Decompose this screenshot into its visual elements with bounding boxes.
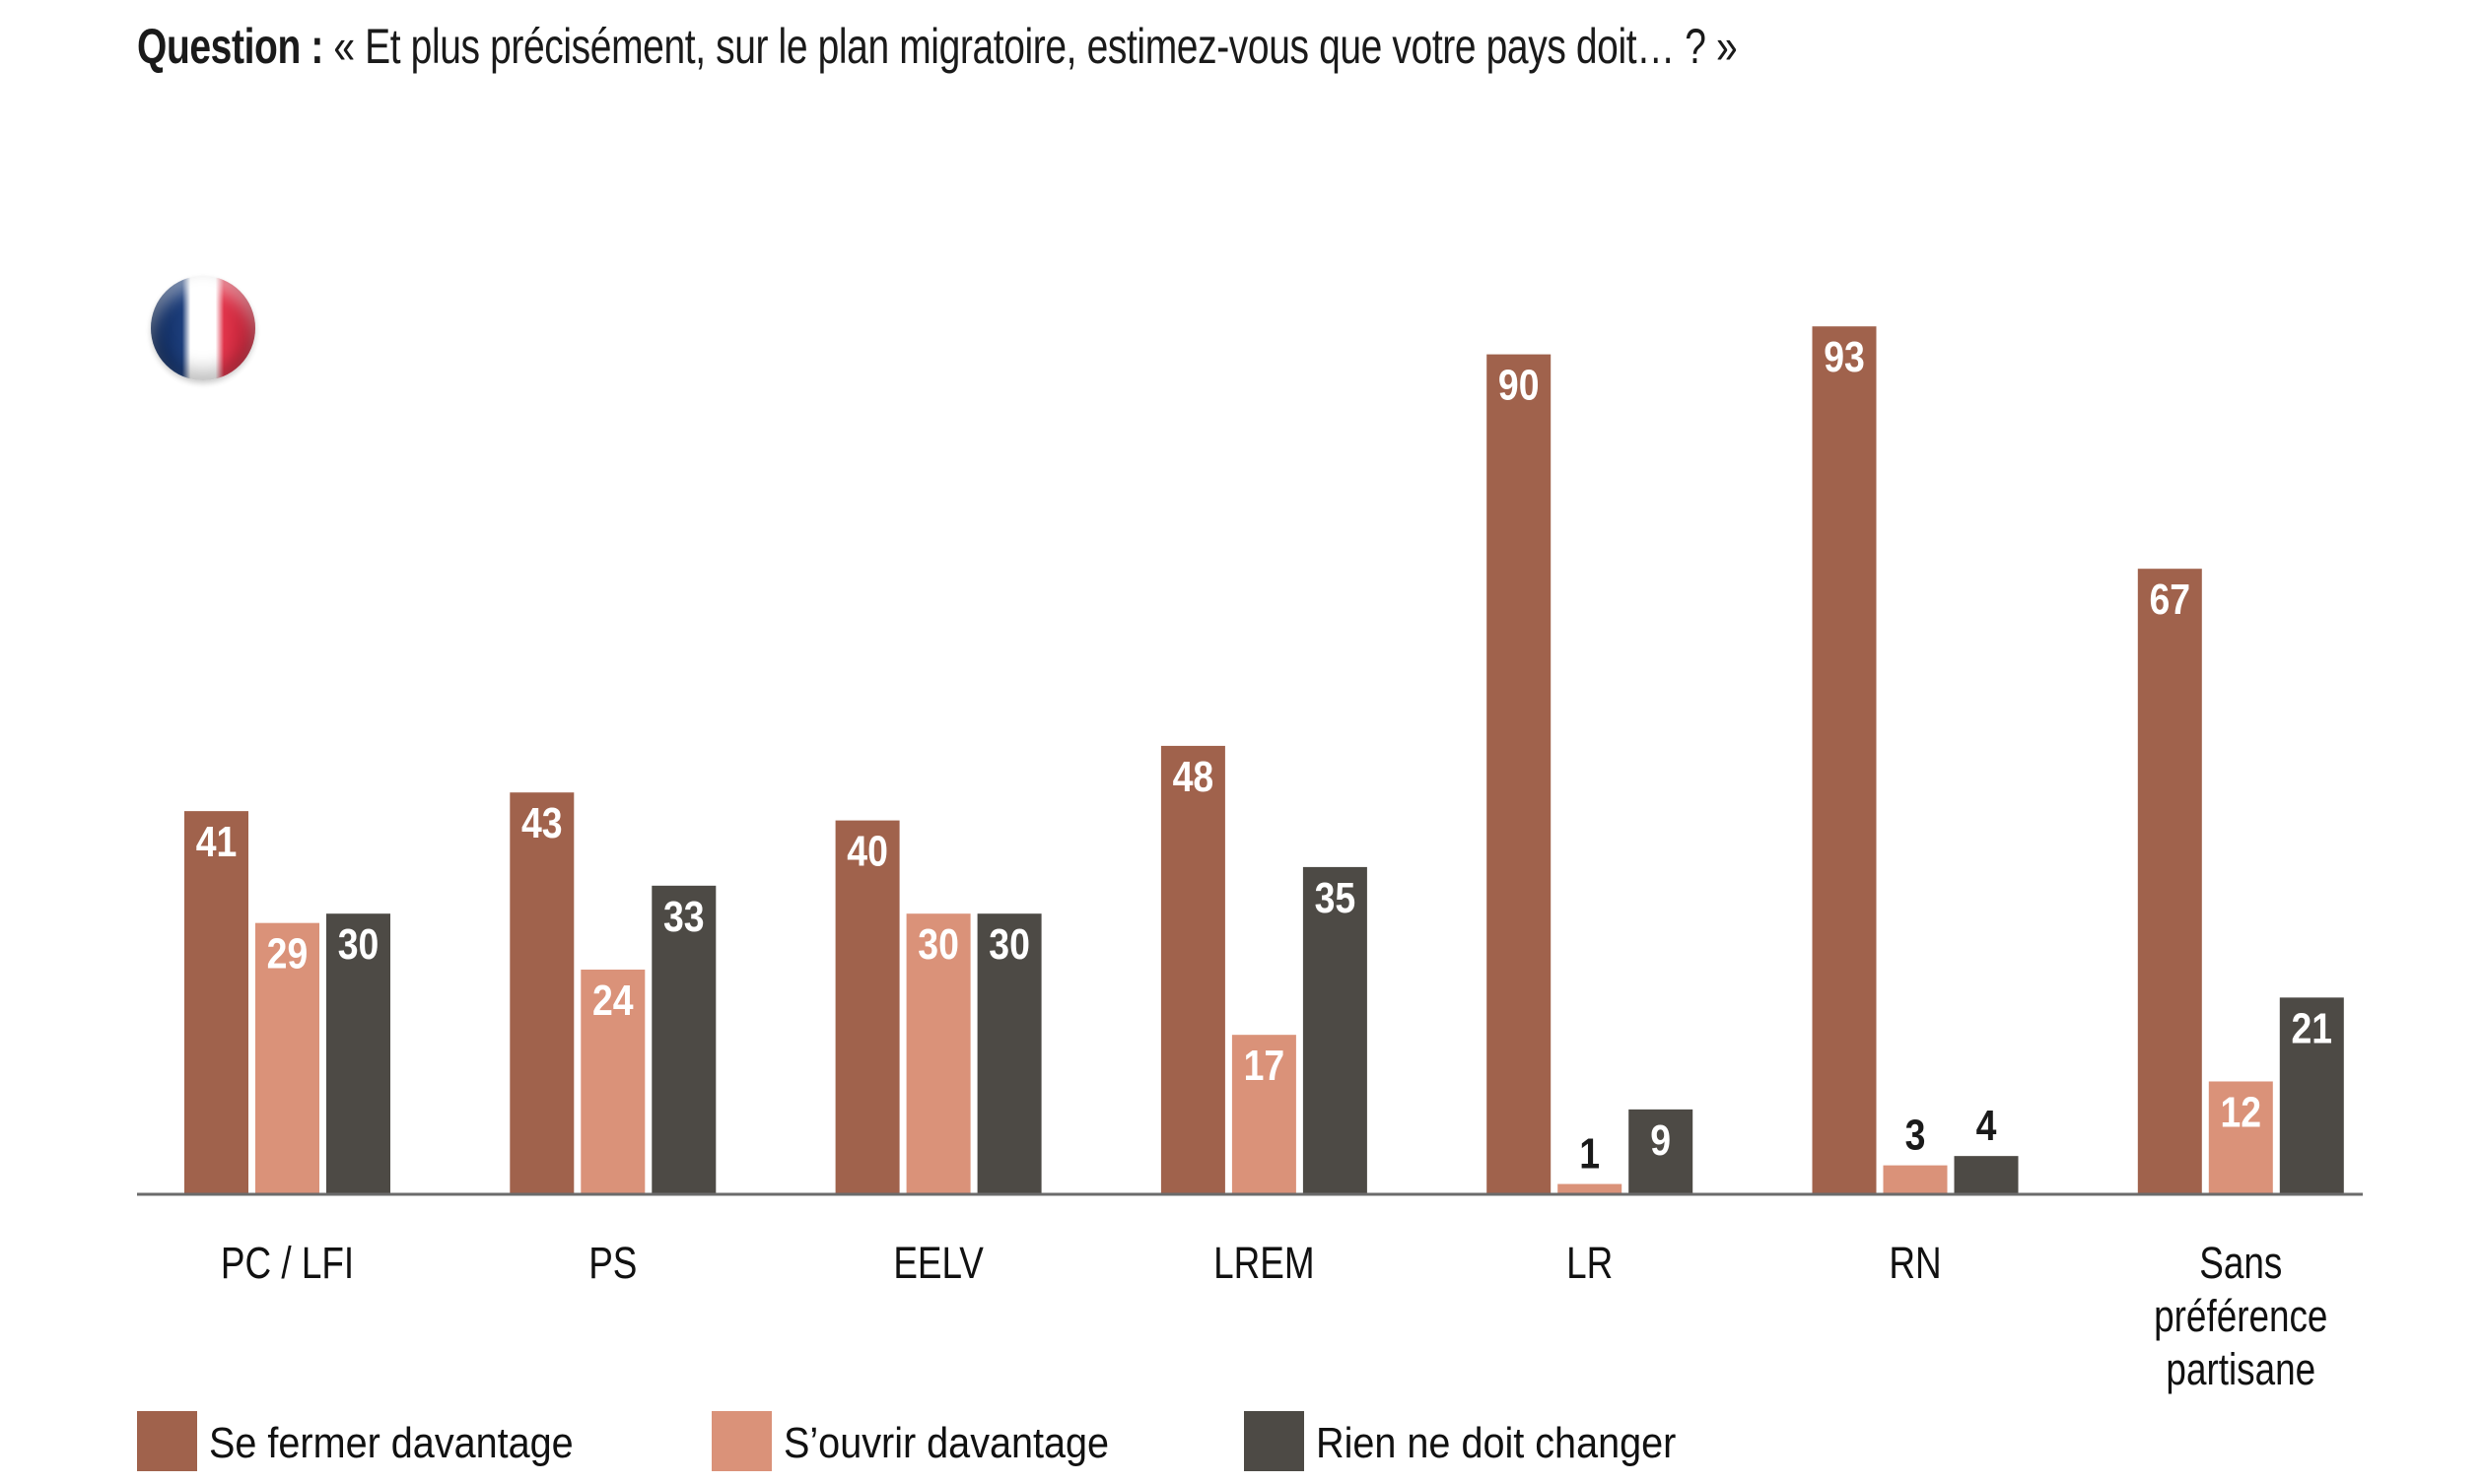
data-label: 17 xyxy=(1244,1041,1285,1090)
bar xyxy=(652,885,717,1193)
data-label: 90 xyxy=(1498,361,1540,410)
data-label: 21 xyxy=(2291,1003,2332,1052)
bar xyxy=(510,792,575,1193)
data-label: 30 xyxy=(918,919,959,969)
data-label: 3 xyxy=(1905,1111,1926,1160)
question-text: « Et plus précisément, sur le plan migra… xyxy=(333,19,1738,74)
question-label: Question : xyxy=(137,19,323,74)
bar xyxy=(2208,1081,2273,1193)
bar xyxy=(1302,866,1367,1193)
legend-swatch xyxy=(137,1411,197,1471)
legend-label: Se fermer davantage xyxy=(209,1418,574,1466)
category-label: partisane xyxy=(2166,1345,2315,1394)
category-label: préférence xyxy=(2154,1292,2327,1341)
category-label: Sans xyxy=(2199,1239,2282,1288)
category-label: RN xyxy=(1889,1239,1941,1288)
bar xyxy=(1486,354,1552,1194)
data-label: 30 xyxy=(989,919,1030,969)
data-label: 1 xyxy=(1579,1129,1600,1179)
bar xyxy=(977,913,1042,1193)
bar xyxy=(255,922,319,1193)
bar xyxy=(581,969,646,1193)
data-label: 4 xyxy=(1976,1101,1997,1150)
data-label: 93 xyxy=(1824,332,1865,381)
bar xyxy=(2137,569,2202,1193)
data-label: 40 xyxy=(847,827,888,876)
data-label: 9 xyxy=(1650,1115,1671,1165)
data-label: 24 xyxy=(592,976,634,1025)
france-flag-icon xyxy=(151,276,255,380)
bar xyxy=(326,913,390,1193)
data-label: 41 xyxy=(196,817,238,866)
data-label: 35 xyxy=(1315,873,1356,922)
data-label: 33 xyxy=(663,892,705,941)
bar xyxy=(1954,1156,2019,1193)
data-label: 30 xyxy=(338,919,380,969)
category-label: LREM xyxy=(1213,1239,1314,1288)
bar xyxy=(184,811,248,1193)
data-label: 48 xyxy=(1173,752,1214,801)
category-label: LR xyxy=(1566,1239,1613,1288)
bar xyxy=(1557,1183,1622,1193)
data-label: 12 xyxy=(2220,1088,2261,1137)
category-label: PC / LFI xyxy=(221,1239,354,1288)
chart-title: Question : « Et plus précisément, sur le… xyxy=(137,18,1738,75)
category-label: EELV xyxy=(893,1239,984,1288)
legend-label: Rien ne doit changer xyxy=(1316,1418,1676,1466)
bar xyxy=(1812,326,1877,1194)
bar xyxy=(1231,1035,1296,1193)
data-label: 43 xyxy=(521,798,563,847)
data-label: 67 xyxy=(2149,574,2190,624)
data-label: 29 xyxy=(267,929,309,978)
legend-swatch xyxy=(712,1411,772,1471)
bar xyxy=(835,820,900,1193)
bar xyxy=(2279,997,2344,1193)
bar xyxy=(1628,1109,1693,1193)
legend-label: S’ouvrir davantage xyxy=(784,1418,1109,1466)
bar xyxy=(1883,1165,1948,1193)
legend-swatch xyxy=(1244,1411,1304,1471)
category-label: PS xyxy=(588,1239,637,1288)
bar xyxy=(1160,745,1225,1193)
bar xyxy=(906,913,971,1193)
